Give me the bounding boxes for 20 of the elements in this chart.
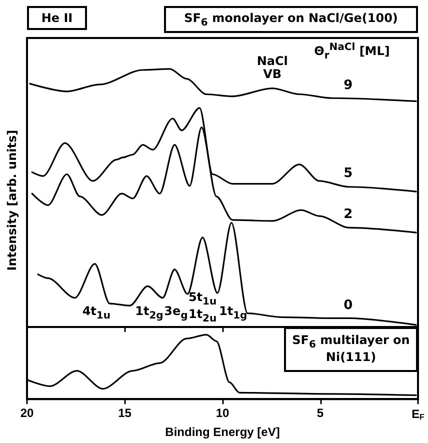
text: He II — [27, 6, 87, 30]
x-axis-title: Binding Energy [eV] — [165, 425, 280, 439]
x-tick-label: 20 — [20, 406, 34, 420]
series-label: 2 — [344, 206, 353, 222]
text: SF$_{6}$ multilayer on Ni(111) — [284, 327, 418, 372]
x-tick-label: 5 — [316, 406, 324, 420]
legend-title: Θ$_{r}$$^{NaCl}$ [ML] — [314, 42, 390, 62]
annotation: 1t$_{1g}$ — [218, 304, 248, 322]
x-tick-label: 15 — [118, 406, 132, 420]
annotation: 5t$_{1u}$ 1t$_{2u}$ — [188, 290, 218, 325]
annotation: NaCl VB — [256, 54, 288, 81]
series-label: 5 — [344, 166, 353, 182]
annotation: 4t$_{1u}$ — [82, 304, 110, 322]
annotation: 3e$_{g}$ — [164, 304, 188, 322]
x-tick-label: 10 — [216, 406, 230, 420]
annotation: 1t$_{2g}$ — [135, 304, 164, 322]
series-label: 0 — [344, 298, 353, 313]
chart-title: SF$_{6}$ monolayer on NaCl/Ge(100) — [164, 6, 418, 34]
y-axis-title: Intensity [arb. units] — [4, 129, 19, 270]
series-label: 9 — [344, 78, 353, 94]
